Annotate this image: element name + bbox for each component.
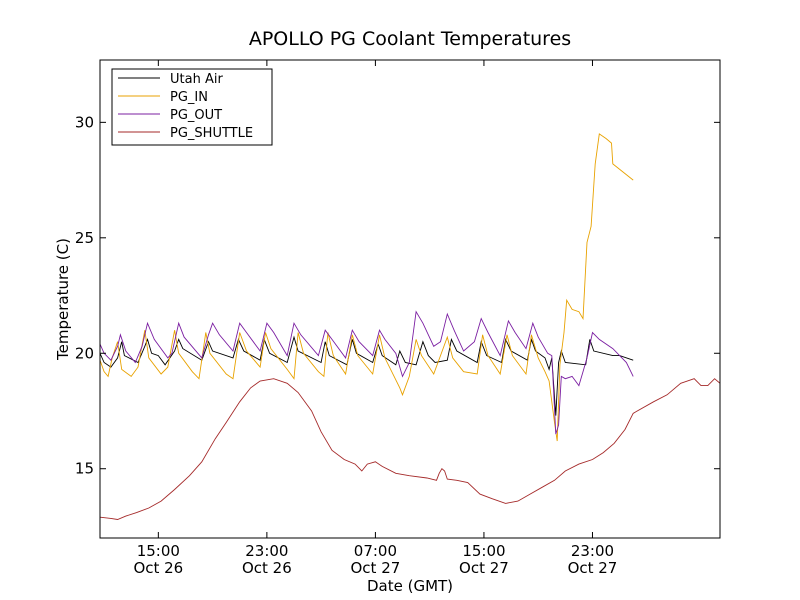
y-axis: 15 20 25 30 bbox=[75, 113, 720, 478]
x-tick-label-date: Oct 27 bbox=[568, 559, 618, 577]
legend-label-utah-air: Utah Air bbox=[170, 72, 223, 87]
series-line-pg-in bbox=[100, 133, 634, 442]
y-axis-label: Temperature (C) bbox=[54, 238, 72, 361]
plot-frame bbox=[99, 59, 721, 539]
x-tick-label-date: Oct 27 bbox=[459, 559, 509, 577]
x-axis-label: Date (GMT) bbox=[367, 577, 453, 595]
y-tick-label: 15 bbox=[75, 460, 94, 478]
chart-title: APOLLO PG Coolant Temperatures bbox=[249, 28, 571, 50]
series-layer bbox=[100, 133, 720, 520]
x-tick-label-date: Oct 26 bbox=[242, 559, 292, 577]
x-tick-label-time: 23:00 bbox=[245, 542, 288, 560]
x-tick-label-date: Oct 27 bbox=[351, 559, 401, 577]
y-tick-label: 30 bbox=[75, 113, 94, 131]
y-tick-label: 20 bbox=[75, 344, 94, 362]
series-line-pg-out bbox=[100, 310, 634, 435]
x-tick-label-date: Oct 26 bbox=[133, 559, 183, 577]
legend-label-pg-in: PG_IN bbox=[170, 90, 208, 105]
series-line-pg-shuttle bbox=[100, 378, 720, 520]
legend: Utah Air PG_IN PG_OUT PG_SHUTTLE bbox=[111, 68, 273, 146]
x-tick-label-time: 15:00 bbox=[137, 542, 180, 560]
x-tick-label-time: 23:00 bbox=[571, 542, 614, 560]
series-line-utah-air bbox=[100, 335, 634, 416]
x-tick-label-time: 15:00 bbox=[462, 542, 505, 560]
legend-label-pg-out: PG_OUT bbox=[170, 108, 222, 123]
legend-label-pg-shuttle: PG_SHUTTLE bbox=[170, 126, 253, 141]
x-tick-label-time: 07:00 bbox=[354, 542, 397, 560]
y-tick-label: 25 bbox=[75, 229, 94, 247]
